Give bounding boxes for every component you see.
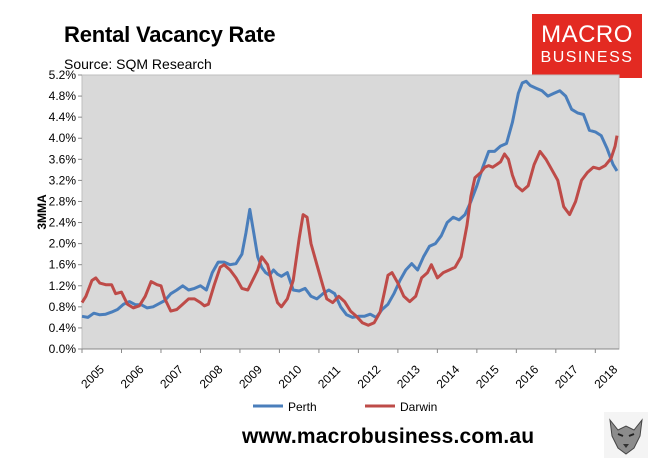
logo-line-1: MACRO: [541, 21, 633, 48]
x-tick-label: 2010: [276, 362, 305, 391]
y-tick-label: 1.6%: [49, 258, 77, 272]
y-tick-label: 2.4%: [49, 216, 77, 230]
legend-label-perth: Perth: [288, 400, 317, 414]
y-tick-label: 4.0%: [49, 131, 77, 145]
y-tick-label: 0.4%: [49, 321, 77, 335]
x-tick-label: 2006: [118, 362, 147, 391]
legend-label-darwin: Darwin: [400, 400, 437, 414]
y-tick-label: 5.2%: [49, 68, 77, 82]
y-tick-label: 4.8%: [49, 89, 77, 103]
y-tick-label: 2.0%: [49, 237, 77, 251]
plot-area: [81, 74, 620, 350]
x-tick-label: 2017: [552, 362, 581, 391]
x-tick-label: 2011: [315, 363, 343, 391]
y-tick-label: 3.2%: [49, 173, 77, 187]
x-tick-label: 2018: [592, 362, 621, 391]
y-tick-label: 0.8%: [49, 300, 77, 314]
legend: Perth Darwin: [253, 400, 437, 414]
x-tick-label: 2009: [236, 362, 265, 391]
y-tick-label: 4.4%: [49, 110, 77, 124]
y-tick-label: 2.8%: [49, 194, 77, 208]
y-tick-label: 3.6%: [49, 152, 77, 166]
website-url: www.macrobusiness.com.au: [242, 425, 535, 448]
x-tick-label: 2013: [394, 362, 423, 391]
chart-title: Rental Vacancy Rate: [64, 22, 276, 47]
macrobusiness-logo: MACRO BUSINESS: [532, 14, 642, 78]
logo-line-2: BUSINESS: [540, 49, 634, 66]
x-tick-label: 2012: [355, 362, 384, 391]
y-axis: 0.0% 0.4% 0.8% 1.2% 1.6% 2.0% 2.4% 2.8% 3.2% 3.6%…: [49, 68, 82, 356]
chart-source: Source: SQM Research: [64, 56, 212, 72]
y-tick-label: 1.2%: [49, 279, 77, 293]
x-tick-label: 2015: [473, 362, 502, 391]
x-tick-label: 2008: [197, 362, 226, 391]
wolf-icon: [604, 412, 648, 458]
y-tick-label: 0.0%: [49, 342, 77, 356]
x-tick-label: 2014: [434, 362, 463, 391]
x-tick-label: 2005: [78, 362, 107, 391]
series-line-perth: [81, 79, 619, 319]
y-axis-label: 3MMA: [35, 194, 49, 230]
x-tick-label: 2007: [157, 362, 186, 391]
x-axis: 2005 2006 2007 2008 2009 2010 2011 2012 2013 2014…: [78, 348, 621, 391]
series-line-darwin: [80, 135, 619, 327]
series-lines: [80, 79, 619, 327]
x-tick-label: 2016: [513, 362, 542, 391]
